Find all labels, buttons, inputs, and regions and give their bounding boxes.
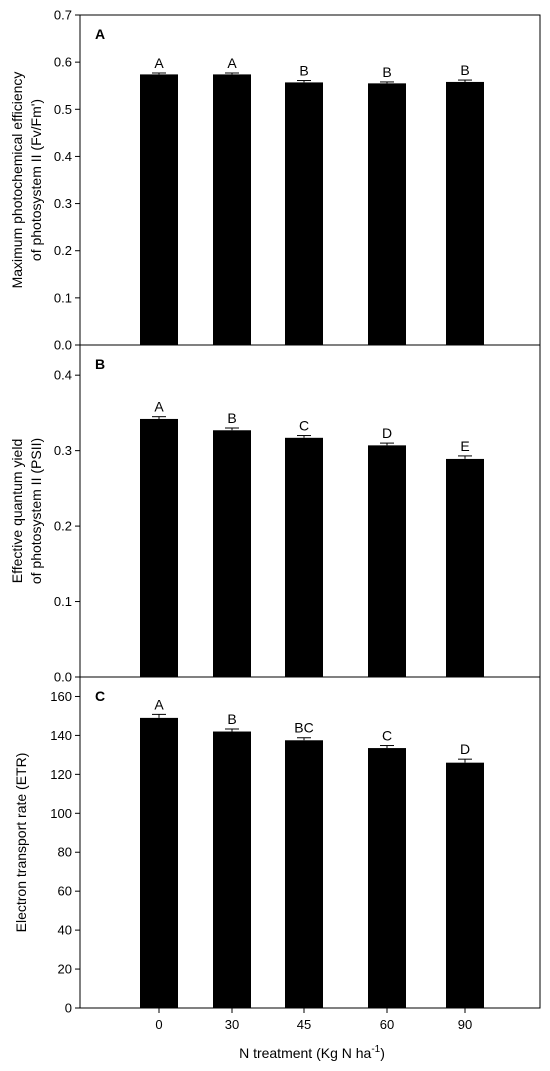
panel-letter: B <box>95 356 105 372</box>
y-tick-label: 0.3 <box>54 196 72 211</box>
x-tick-label: 90 <box>458 1017 472 1032</box>
x-tick-label: 0 <box>155 1017 162 1032</box>
significance-letter: BC <box>294 720 313 736</box>
x-tick-label: 30 <box>225 1017 239 1032</box>
bar <box>368 83 406 345</box>
significance-letter: B <box>382 64 391 80</box>
y-tick-label: 0.5 <box>54 102 72 117</box>
x-axis-title: N treatment (Kg N ha-1) <box>239 1044 385 1061</box>
significance-letter: D <box>382 425 392 441</box>
y-tick-label: 0.4 <box>54 149 72 164</box>
bar <box>140 74 178 346</box>
panel-letter: A <box>95 26 105 42</box>
x-axis-title-main: N treatment (Kg N ha <box>239 1045 371 1061</box>
significance-letter: C <box>299 418 309 434</box>
y-tick-label: 0 <box>65 1001 72 1016</box>
y-tick-label: 0.6 <box>54 55 72 70</box>
bar <box>285 82 323 346</box>
bar <box>140 418 178 677</box>
significance-letter: E <box>460 438 469 454</box>
bar <box>446 81 484 345</box>
significance-letter: A <box>154 55 164 71</box>
x-axis-title-superscript: -1 <box>371 1044 380 1055</box>
y-tick-label: 0.7 <box>54 8 72 23</box>
bar <box>368 445 406 677</box>
bar <box>140 717 178 1008</box>
y-axis-title: Maximum photochemical efficiency <box>9 72 25 289</box>
panel-letter: C <box>95 688 105 704</box>
significance-letter: A <box>227 55 237 71</box>
significance-letter: A <box>154 696 164 712</box>
y-tick-label: 60 <box>58 884 72 899</box>
significance-letter: B <box>227 410 236 426</box>
significance-letter: A <box>154 399 164 415</box>
y-axis-title: of photosystem II (PSII) <box>28 438 44 584</box>
bar <box>368 748 406 1008</box>
y-tick-label: 120 <box>50 767 72 782</box>
bar <box>213 731 251 1008</box>
y-axis-title: Electron transport rate (ETR) <box>13 753 29 933</box>
panel-a: 0.0 0.1 0.2 0.3 0.4 0.5 0.6 0.7 A Maximum photoch… <box>9 8 541 353</box>
y-tick-label: 0.0 <box>54 670 72 685</box>
bar <box>285 740 323 1008</box>
x-tick-label: 45 <box>297 1017 311 1032</box>
bar <box>213 74 251 346</box>
x-axis-title-close: ) <box>380 1045 385 1061</box>
y-tick-label: 0.2 <box>54 519 72 534</box>
y-tick-label: 0.2 <box>54 243 72 258</box>
y-tick-label: 0.3 <box>54 443 72 458</box>
significance-letter: B <box>299 63 308 79</box>
panel-b: 0.0 0.1 0.2 0.3 0.4 B Effective quantum yield o… <box>9 344 541 685</box>
y-tick-label: 80 <box>58 845 72 860</box>
y-tick-label: 0.0 <box>54 338 72 353</box>
bar <box>285 437 323 677</box>
panel-c: 0 20 40 60 80 100 120 140 160 C Electron transport… <box>13 676 541 1032</box>
y-tick-label: 40 <box>58 923 72 938</box>
y-tick-label: 160 <box>50 689 72 704</box>
bar <box>446 458 484 677</box>
significance-letter: B <box>460 62 469 78</box>
y-tick-label: 140 <box>50 728 72 743</box>
x-tick-label: 60 <box>380 1017 394 1032</box>
y-tick-label: 0.4 <box>54 368 72 383</box>
bar <box>446 762 484 1008</box>
y-tick-label: 100 <box>50 806 72 821</box>
bar <box>213 430 251 677</box>
significance-letter: B <box>227 711 236 727</box>
y-axis-title: of photosystem II (Fv/Fm') <box>28 99 44 261</box>
y-tick-label: 0.1 <box>54 594 72 609</box>
y-axis-title: Effective quantum yield <box>9 439 25 584</box>
y-tick-label: 0.1 <box>54 290 72 305</box>
significance-letter: D <box>460 741 470 757</box>
y-tick-label: 20 <box>58 962 72 977</box>
significance-letter: C <box>382 728 392 744</box>
